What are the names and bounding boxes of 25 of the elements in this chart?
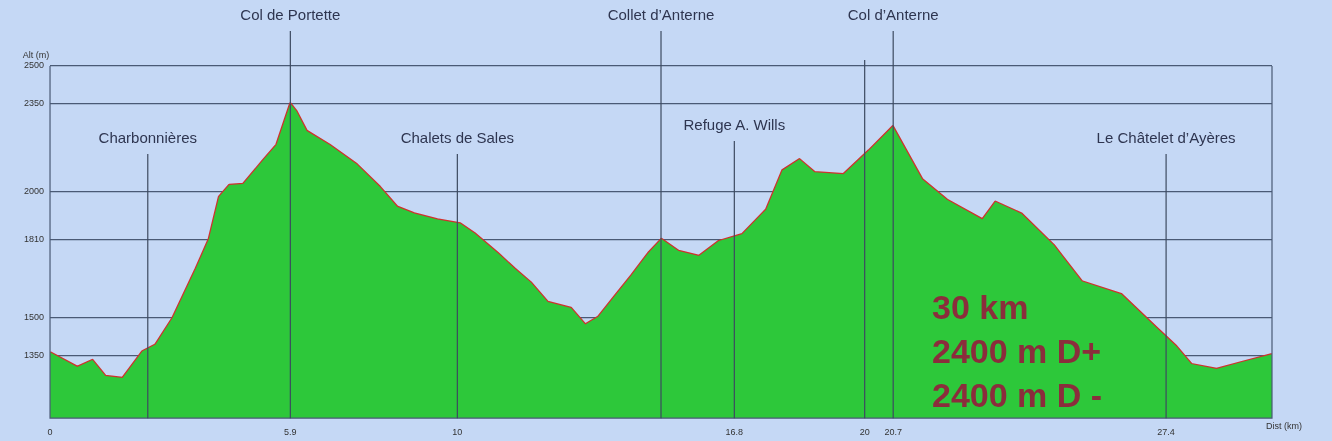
ref-line-label: Collet d’Anterne — [607, 5, 715, 23]
x-tick-label: 10 — [452, 427, 463, 438]
annotation: 30 km — [932, 288, 1029, 327]
x-tick-label: 16.8 — [725, 427, 744, 438]
y-tick-label: 2000 — [23, 186, 45, 197]
x-tick-label: 5.9 — [284, 427, 297, 438]
ref-line-label: Col de Portette — [240, 5, 341, 23]
y-tick-label: 1500 — [23, 312, 45, 323]
annotation: 2400 m D - — [932, 376, 1103, 415]
annotation: 2400 m D+ — [932, 332, 1102, 371]
x-tick-label: 0 — [47, 427, 53, 438]
ref-line-label: Charbonnières — [98, 128, 197, 146]
ref-line-label: Chalets de Sales — [400, 128, 515, 146]
x-axis-title: Dist (km) — [1266, 421, 1302, 432]
x-tick-label: 20 — [859, 427, 870, 438]
y-tick-label: 1810 — [23, 234, 45, 245]
ref-line-label: Col d’Anterne — [847, 5, 939, 23]
x-tick-label: 27.4 — [1157, 427, 1175, 438]
y-tick-label: 2350 — [23, 98, 45, 109]
y-tick-label: 2500 — [23, 60, 45, 71]
x-tick-label: 20.7 — [884, 427, 902, 438]
ref-line-label: Refuge A. Wills — [683, 115, 786, 133]
y-tick-label: 1350 — [23, 349, 45, 360]
y-axis-title: Alt (m) — [22, 49, 50, 60]
ref-line-label: Le Châtelet d’Ayères — [1096, 128, 1236, 146]
